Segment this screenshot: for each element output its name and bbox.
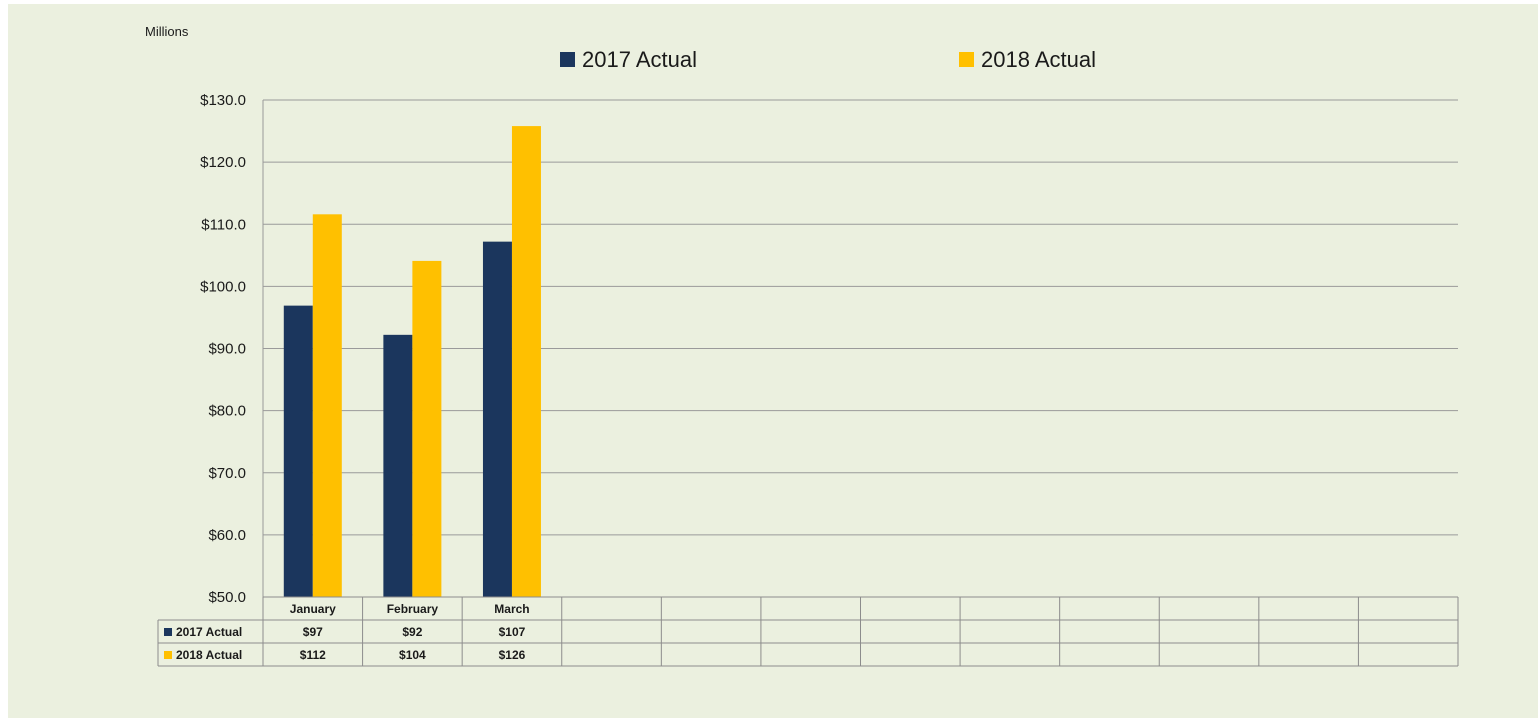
y-tick-label: $70.0 — [208, 465, 246, 482]
legend-label-2: 2018 Actual — [981, 47, 1096, 72]
y-tick-label: $50.0 — [208, 589, 246, 606]
data-table: January February March 2017 Actual $97 $92 $10… — [157, 596, 1459, 667]
unit-label: Millions — [145, 24, 189, 39]
legend-swatch-2 — [959, 52, 974, 67]
bar-chart: Millions 2017 Actual 2018 Actual $50.0 $60… — [145, 24, 1459, 667]
bars — [283, 126, 541, 597]
table-row-header: 2018 Actual — [176, 648, 242, 662]
y-tick-label: $60.0 — [208, 527, 246, 544]
bar-2017-actual-january — [283, 305, 313, 597]
table-cell: $107 — [499, 625, 526, 639]
legend: 2017 Actual 2018 Actual — [560, 47, 1096, 72]
chart-area: Millions 2017 Actual 2018 Actual $50.0 $60… — [8, 4, 1538, 718]
table-cell: $97 — [303, 625, 323, 639]
y-axis-ticks: $50.0 $60.0 $70.0 $80.0 $90.0 $100.0 $110.0 $12… — [200, 92, 246, 606]
table-cell: $104 — [399, 648, 426, 662]
legend-label-1: 2017 Actual — [582, 47, 697, 72]
category-label: March — [494, 602, 529, 616]
table-cell: $92 — [402, 625, 422, 639]
table-cell: $126 — [499, 648, 526, 662]
y-tick-label: $110.0 — [201, 216, 246, 233]
category-label: January — [290, 602, 336, 616]
bar-2018-actual-january — [312, 214, 342, 597]
y-tick-label: $80.0 — [208, 403, 246, 420]
y-tick-label: $130.0 — [200, 92, 246, 109]
legend-swatch-1 — [560, 52, 575, 67]
bar-2017-actual-march — [482, 241, 512, 597]
gridlines — [262, 99, 1458, 598]
table-legend-key-2 — [164, 651, 172, 659]
bar-2018-actual-march — [511, 126, 541, 597]
category-label: February — [387, 602, 439, 616]
table-row-header: 2017 Actual — [176, 625, 242, 639]
y-tick-label: $100.0 — [200, 278, 246, 295]
table-legend-key-1 — [164, 628, 172, 636]
bar-2017-actual-february — [383, 334, 413, 597]
y-tick-label: $90.0 — [208, 341, 246, 358]
y-tick-label: $120.0 — [200, 154, 246, 171]
table-cell: $112 — [300, 648, 326, 662]
bar-2018-actual-february — [412, 260, 442, 597]
